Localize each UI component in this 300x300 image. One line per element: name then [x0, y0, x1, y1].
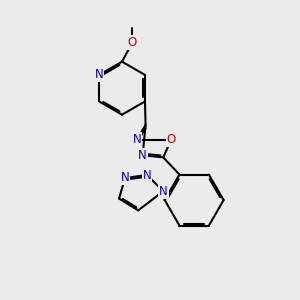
Text: O: O [167, 133, 176, 146]
Text: N: N [159, 185, 168, 198]
Text: N: N [138, 149, 147, 162]
Text: N: N [121, 172, 129, 184]
Text: N: N [132, 133, 141, 146]
Text: O: O [128, 36, 137, 49]
Text: N: N [143, 169, 152, 182]
Text: N: N [95, 68, 103, 81]
